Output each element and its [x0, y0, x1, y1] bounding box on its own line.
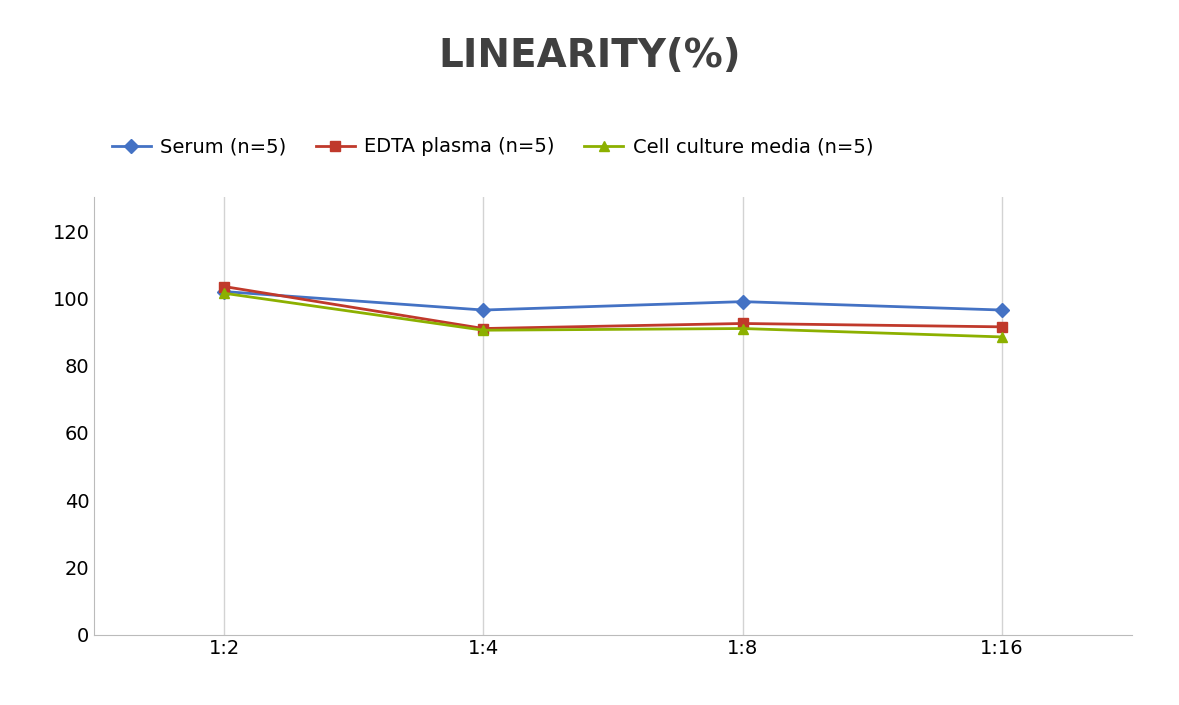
Cell culture media (n=5): [736, 324, 750, 333]
Legend: Serum (n=5), EDTA plasma (n=5), Cell culture media (n=5): Serum (n=5), EDTA plasma (n=5), Cell cul…: [104, 130, 881, 164]
Serum (n=5): [476, 306, 490, 314]
Cell culture media (n=5): [476, 326, 490, 334]
Serum (n=5): [995, 306, 1009, 314]
EDTA plasma (n=5): [217, 282, 231, 290]
Text: LINEARITY(%): LINEARITY(%): [439, 37, 740, 75]
Cell culture media (n=5): [217, 289, 231, 298]
EDTA plasma (n=5): [995, 323, 1009, 331]
EDTA plasma (n=5): [736, 319, 750, 328]
Line: EDTA plasma (n=5): EDTA plasma (n=5): [219, 281, 1007, 333]
Cell culture media (n=5): [995, 333, 1009, 341]
Line: Cell culture media (n=5): Cell culture media (n=5): [219, 288, 1007, 342]
Serum (n=5): [736, 298, 750, 306]
Line: Serum (n=5): Serum (n=5): [219, 287, 1007, 315]
EDTA plasma (n=5): [476, 324, 490, 333]
Serum (n=5): [217, 288, 231, 296]
